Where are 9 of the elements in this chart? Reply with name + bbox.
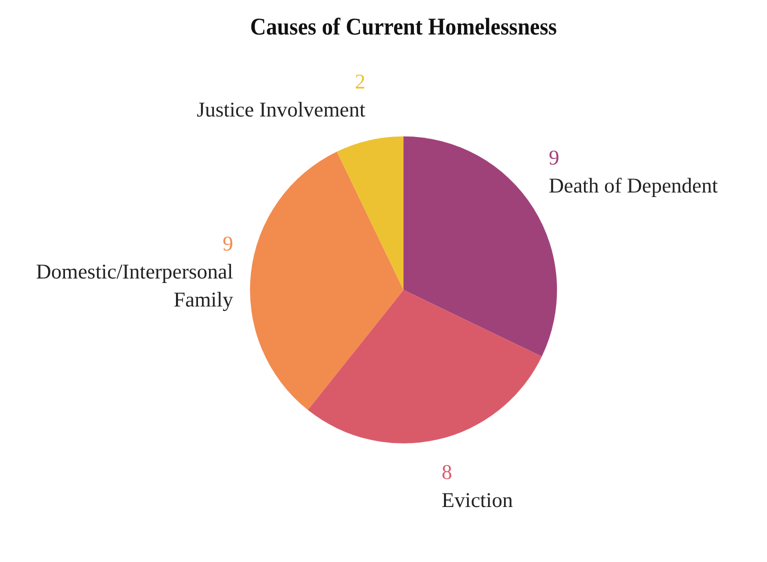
- data-label: 9: [548, 146, 560, 170]
- slice-label: Domestic/Interpersonal Family: [36, 260, 234, 312]
- data-label: 9: [222, 232, 234, 256]
- slice-label: Justice Involvement: [196, 98, 366, 122]
- data-label: 2: [354, 70, 366, 94]
- slice-label: Death of Dependent: [548, 174, 718, 198]
- chart-title: Causes of Current Homelessness: [250, 12, 557, 40]
- slice-label: Eviction: [442, 488, 514, 512]
- data-label: 8: [442, 460, 452, 484]
